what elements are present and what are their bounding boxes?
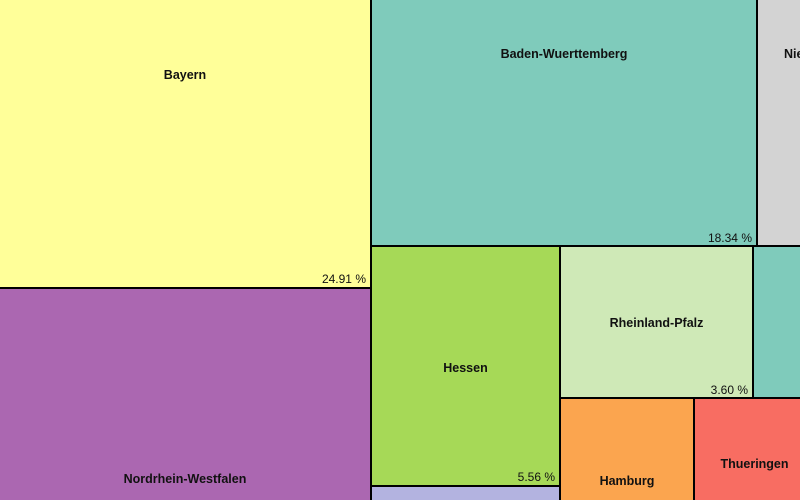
tile-label: Thueringen — [720, 457, 789, 471]
tile-percent-label: 5.56 % — [517, 470, 555, 484]
tile-label: Nie — [784, 47, 800, 61]
treemap-tile: Baden-Wuerttemberg 18.34 % — [370, 0, 758, 248]
tile-label: Hessen — [443, 361, 488, 375]
tile-label: Nordrhein-Westfalen — [123, 472, 247, 486]
tile-percent-label: 3.60 % — [710, 383, 748, 397]
treemap-tile — [752, 245, 800, 400]
treemap-tile: Hessen 5.56 % — [370, 245, 561, 487]
tile-label: Baden-Wuerttemberg — [500, 47, 628, 61]
treemap-tile: Nie — [756, 0, 800, 248]
tile-percent-label: 18.34 % — [707, 231, 752, 245]
tile-label: Bayern — [163, 68, 207, 82]
treemap-tile: Nordrhein-Westfalen — [0, 287, 372, 500]
treemap-tile: Rheinland-Pfalz 3.60 % — [559, 245, 754, 400]
treemap-tile: Bayern 24.91 % — [0, 0, 372, 289]
tile-label: Hamburg — [599, 474, 655, 488]
tile-percent-label: 24.91 % — [321, 272, 366, 286]
treemap-tile: Thueringen — [693, 397, 800, 500]
treemap-tile — [370, 485, 561, 500]
tile-label: Rheinland-Pfalz — [609, 316, 704, 330]
treemap-tile: Hamburg — [559, 397, 695, 500]
